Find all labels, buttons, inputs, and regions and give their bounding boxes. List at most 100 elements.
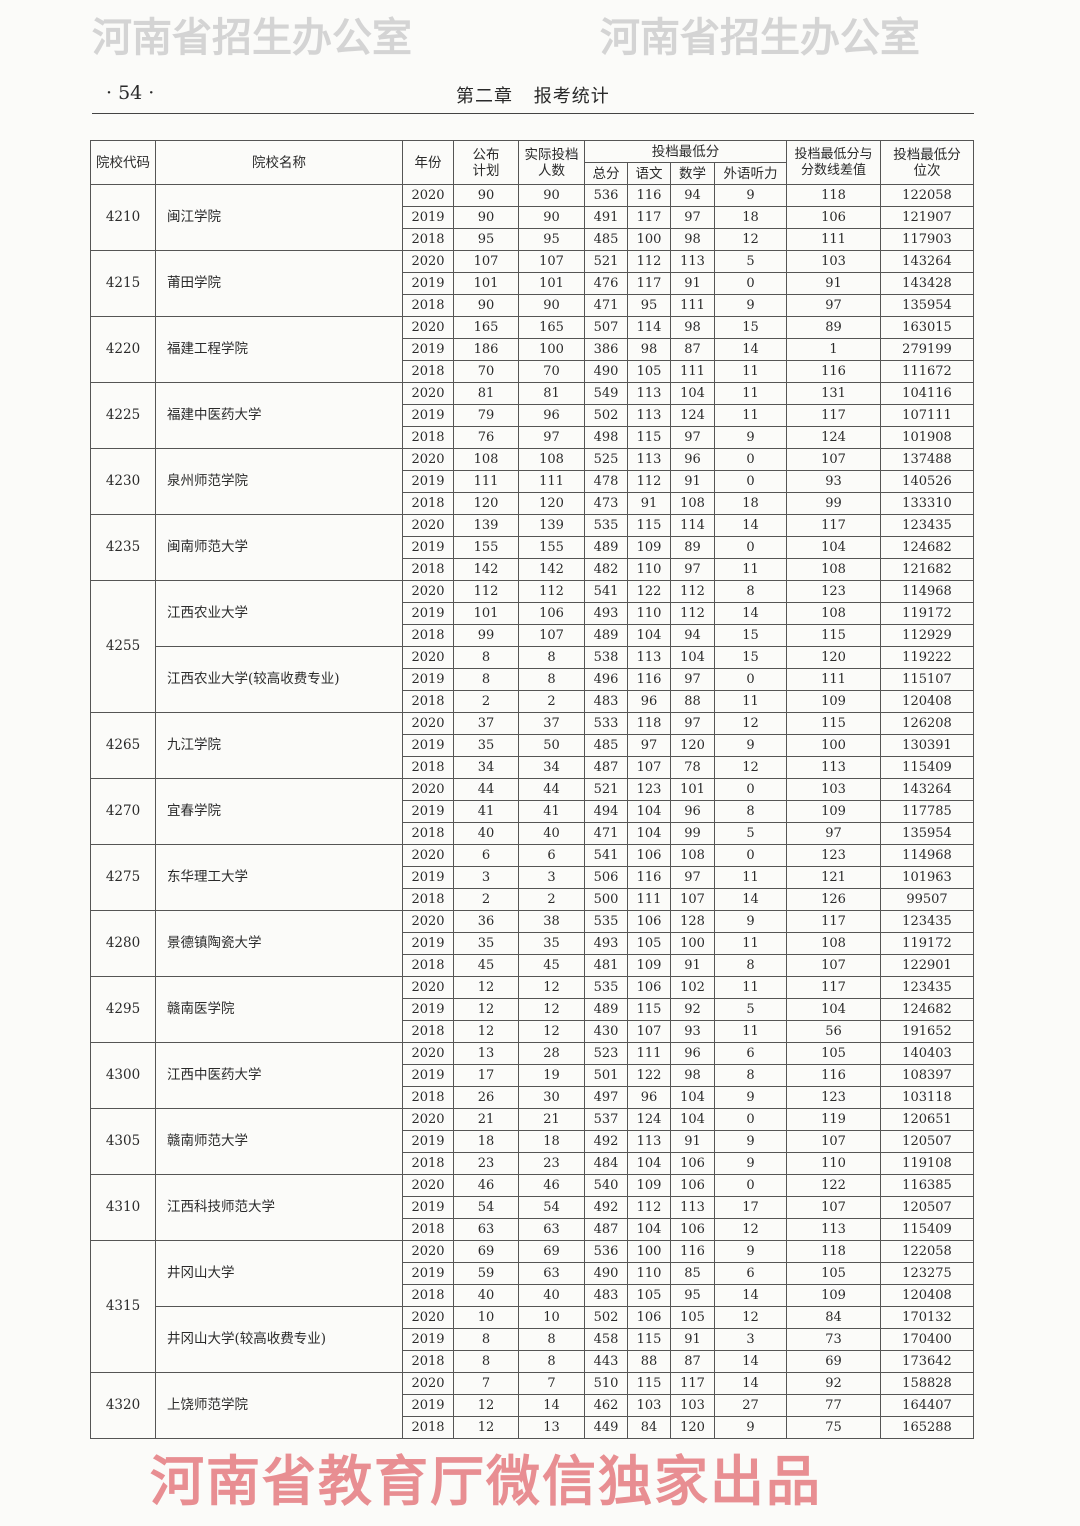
cell-math: 85 [670, 1262, 715, 1285]
cell-chinese: 104 [627, 1218, 671, 1241]
cell-year: 2020 [402, 646, 454, 669]
cell-listening: 11 [714, 360, 787, 383]
cell-listening: 9 [714, 426, 787, 449]
cell-plan: 37 [453, 712, 519, 735]
cell-listening: 9 [714, 1416, 787, 1439]
cell-rank: 114968 [880, 580, 974, 603]
cell-math: 96 [670, 800, 715, 823]
cell-actual: 111 [518, 470, 585, 493]
cell-plan: 7 [453, 1372, 519, 1395]
cell-actual: 12 [518, 1020, 585, 1043]
cell-rank: 116385 [880, 1174, 974, 1197]
cell-diff: 131 [786, 382, 881, 405]
cell-year: 2019 [402, 272, 454, 295]
cell-year: 2018 [402, 1086, 454, 1109]
cell-diff: 104 [786, 998, 881, 1021]
cell-rank: 137488 [880, 448, 974, 471]
school-name: 上饶师范学院 [155, 1372, 403, 1439]
cell-math: 97 [670, 426, 715, 449]
cell-plan: 44 [453, 778, 519, 801]
cell-chinese: 110 [627, 602, 671, 625]
school-code: 4265 [90, 712, 156, 779]
cell-math: 91 [670, 1130, 715, 1153]
cell-chinese: 113 [627, 1130, 671, 1153]
table-row: 2019 111 111 478 112 91 0 93 140526 [91, 470, 974, 493]
cell-listening: 0 [714, 1108, 787, 1131]
cell-actual: 142 [518, 558, 585, 581]
cell-listening: 17 [714, 1196, 787, 1219]
cell-listening: 3 [714, 1328, 787, 1351]
header-name: 院校名称 [155, 140, 403, 185]
cell-actual: 106 [518, 602, 585, 625]
table-row: 4220 福建工程学院 2020 165 165 507 114 98 15 89 163015 [90, 316, 974, 383]
cell-plan: 112 [453, 580, 519, 603]
cell-diff: 123 [786, 580, 881, 603]
header-code: 院校代码 [90, 140, 156, 185]
cell-plan: 90 [453, 206, 519, 229]
table-row: 2019 18 18 492 113 91 9 107 120507 [91, 1130, 974, 1153]
cell-plan: 6 [453, 844, 519, 867]
cell-diff: 108 [786, 602, 881, 625]
cell-actual: 90 [518, 206, 585, 229]
cell-year: 2018 [402, 360, 454, 383]
cell-rank: 122058 [880, 184, 974, 207]
cell-listening: 0 [714, 448, 787, 471]
cell-actual: 2 [518, 888, 585, 911]
cell-plan: 8 [453, 668, 519, 691]
cell-diff: 117 [786, 514, 881, 537]
cell-rank: 120408 [880, 690, 974, 713]
cell-total: 497 [584, 1086, 628, 1109]
cell-total: 482 [584, 558, 628, 581]
cell-math: 116 [670, 1240, 715, 1263]
cell-diff: 116 [786, 1064, 881, 1087]
cell-rank: 123435 [880, 514, 974, 537]
cell-plan: 35 [453, 734, 519, 757]
table-row: 4230 泉州师范学院 2020 108 108 525 113 96 0 107 137488 [90, 448, 974, 515]
cell-actual: 54 [518, 1196, 585, 1219]
cell-listening: 9 [714, 1240, 787, 1263]
cell-chinese: 107 [627, 756, 671, 779]
chapter-title: 第二章 报考统计 [456, 86, 610, 107]
school-name: 闽江学院 [155, 184, 403, 251]
cell-actual: 112 [518, 580, 585, 603]
cell-rank: 124682 [880, 998, 974, 1021]
cell-math: 98 [670, 1064, 715, 1087]
table-row: 2019 8 8 458 115 91 3 73 170400 [91, 1328, 974, 1351]
cell-diff: 122 [786, 1174, 881, 1197]
cell-chinese: 115 [627, 1328, 671, 1351]
cell-plan: 12 [453, 1394, 519, 1417]
cell-actual: 108 [518, 448, 585, 471]
cell-rank: 123435 [880, 976, 974, 999]
cell-math: 112 [670, 602, 715, 625]
cell-plan: 2 [453, 888, 519, 911]
cell-math: 91 [670, 954, 715, 977]
header-plan-label: 公布计划 [472, 146, 500, 179]
cell-plan: 107 [453, 250, 519, 273]
cell-math: 128 [670, 910, 715, 933]
cell-math: 97 [670, 558, 715, 581]
cell-listening: 8 [714, 1064, 787, 1087]
cell-diff: 109 [786, 800, 881, 823]
table-row: 2019 155 155 489 109 89 0 104 124682 [91, 536, 974, 559]
cell-chinese: 114 [627, 316, 671, 339]
cell-total: 500 [584, 888, 628, 911]
cell-rank: 165288 [880, 1416, 974, 1439]
cell-chinese: 105 [627, 360, 671, 383]
cell-total: 541 [584, 580, 628, 603]
cell-total: 478 [584, 470, 628, 493]
cell-total: 491 [584, 206, 628, 229]
cell-chinese: 100 [627, 228, 671, 251]
cell-diff: 118 [786, 1240, 881, 1263]
cell-year: 2020 [402, 712, 454, 735]
cell-math: 93 [670, 1020, 715, 1043]
cell-actual: 28 [518, 1042, 585, 1065]
cell-listening: 5 [714, 250, 787, 273]
cell-math: 91 [670, 272, 715, 295]
cell-diff: 109 [786, 690, 881, 713]
cell-actual: 100 [518, 338, 585, 361]
cell-diff: 77 [786, 1394, 881, 1417]
cell-actual: 23 [518, 1152, 585, 1175]
cell-rank: 135954 [880, 294, 974, 317]
school-name: 莆田学院 [155, 250, 403, 317]
cell-plan: 8 [453, 1350, 519, 1373]
